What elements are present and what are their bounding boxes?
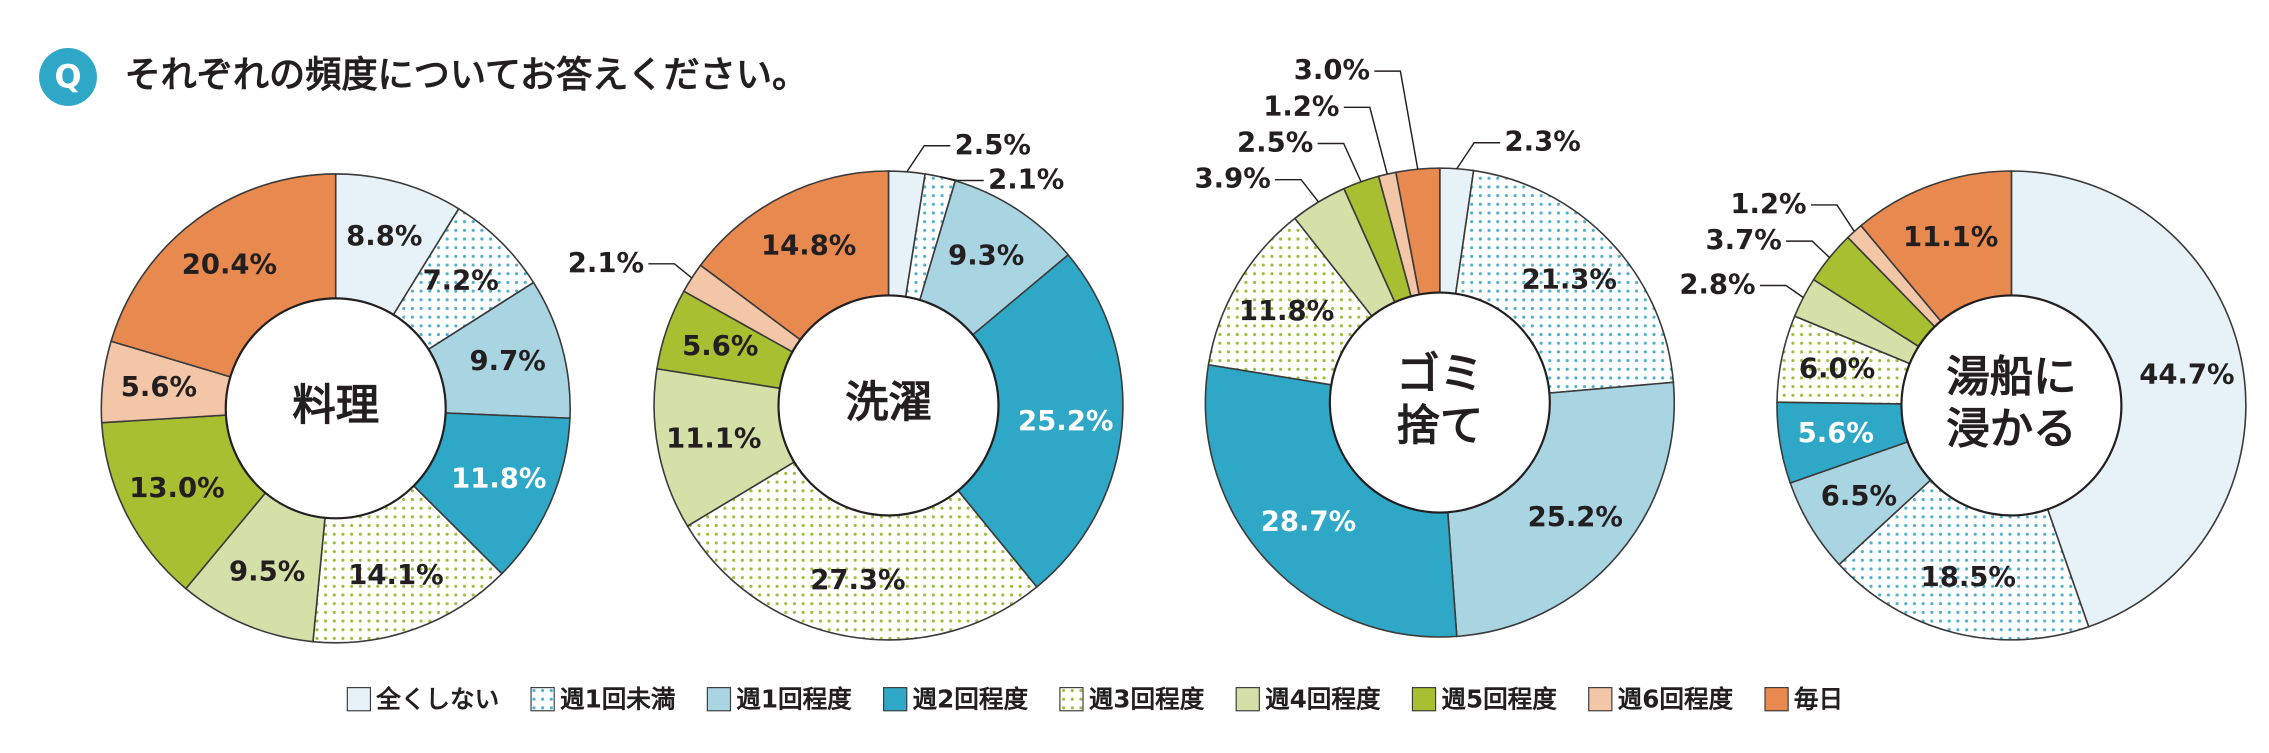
legend-label: 週3回程度 — [1089, 685, 1205, 714]
legend-swatch — [883, 687, 908, 712]
slice — [887, 253, 1124, 589]
legend-label: 週6回程度 — [1618, 685, 1734, 714]
legend-label: 週5回程度 — [1441, 685, 1557, 714]
donut-hole — [224, 297, 447, 520]
value-label: 13.0% — [129, 472, 224, 504]
legend-swatch — [1235, 687, 1260, 712]
value-label: 9.7% — [470, 345, 546, 377]
value-label: 2.1% — [568, 247, 644, 279]
value-label: 2.5% — [1237, 127, 1313, 159]
value-label: 14.8% — [761, 229, 856, 261]
badge: Q — [54, 57, 81, 95]
value-label: 7.2% — [423, 265, 499, 297]
value-label: 3.9% — [1195, 163, 1271, 195]
legend-label: 週4回程度 — [1265, 685, 1381, 714]
value-label: 44.7% — [2139, 359, 2234, 391]
value-label: 21.3% — [1522, 263, 1617, 295]
legend-swatch — [1764, 687, 1789, 712]
value-label: 5.6% — [682, 330, 758, 362]
donut-hole — [1328, 291, 1551, 514]
leader-line — [1374, 70, 1419, 170]
value-label: 20.4% — [182, 249, 277, 281]
value-label: 6.5% — [1821, 480, 1897, 512]
value-label: 6.0% — [1799, 353, 1875, 385]
value-label: 5.6% — [121, 371, 197, 403]
legend-label: 全くしない — [375, 685, 499, 714]
leader-line — [1810, 204, 1855, 232]
leader-line — [1275, 178, 1320, 203]
leader-line — [1456, 142, 1501, 170]
leader-line — [1343, 106, 1388, 175]
value-label: 2.8% — [1679, 268, 1755, 300]
value-label: 28.7% — [1261, 506, 1356, 538]
value-label: 2.5% — [955, 129, 1031, 161]
value-label: 8.8% — [346, 220, 422, 252]
value-label: 9.3% — [948, 240, 1024, 272]
donut-hole — [1900, 294, 2123, 517]
badge-circle — [39, 48, 97, 106]
value-label: 11.1% — [1903, 221, 1998, 253]
legend-swatch — [1588, 687, 1613, 712]
slice — [2010, 170, 2247, 628]
value-label: 3.0% — [1294, 54, 1370, 86]
legend-label: 週2回程度 — [913, 685, 1029, 714]
chart-title: それぞれの頻度についてお答えください。 — [124, 53, 808, 96]
value-label: 9.5% — [229, 556, 305, 588]
value-label: 11.1% — [666, 422, 761, 454]
legend-swatch — [346, 687, 372, 712]
value-label: 27.3% — [810, 564, 905, 596]
value-label: 2.3% — [1505, 126, 1581, 158]
value-label: 3.7% — [1706, 224, 1782, 256]
value-label: 5.6% — [1798, 417, 1874, 449]
leader-line — [940, 176, 984, 182]
legend-label: 毎日 — [1794, 685, 1843, 714]
legend-swatch — [530, 687, 555, 712]
series-name: 料理 — [292, 381, 379, 431]
legend-swatch — [1059, 687, 1084, 712]
slice — [686, 404, 1038, 641]
leader-line — [906, 145, 951, 173]
value-label: 18.5% — [1921, 561, 2016, 593]
leader-line — [1786, 240, 1831, 259]
value-label: 1.2% — [1263, 90, 1339, 122]
legend-swatch — [706, 687, 732, 712]
value-label: 11.8% — [451, 463, 546, 495]
leader-line — [648, 263, 693, 279]
value-label: 14.1% — [348, 559, 443, 591]
value-label: 11.8% — [1239, 295, 1334, 327]
donut-hole — [777, 294, 1000, 517]
legend-label: 週1回程度 — [736, 685, 852, 714]
leader-line — [1759, 284, 1804, 299]
legend-label: 週1回未満 — [560, 685, 676, 714]
value-label: 1.2% — [1730, 188, 1806, 220]
series-name: 湯船に浸かる — [1946, 352, 2076, 454]
value-label: 25.2% — [1018, 405, 1113, 437]
series-name: ゴミ捨て — [1396, 349, 1483, 451]
legend-swatch — [1411, 687, 1437, 712]
series-name: 洗濯 — [845, 378, 932, 428]
value-label: 2.1% — [988, 164, 1064, 196]
leader-line — [1317, 142, 1362, 183]
value-label: 25.2% — [1528, 501, 1623, 533]
